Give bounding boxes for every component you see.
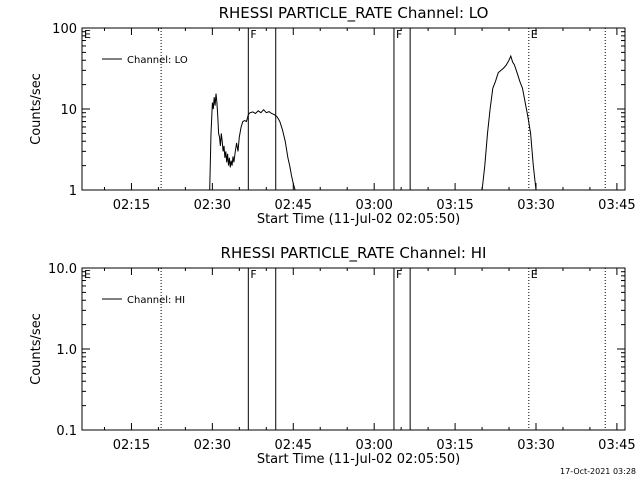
x-tick-label: 03:30: [517, 198, 554, 213]
x-axis-label: Start Time (11-Jul-02 02:05:50): [257, 212, 460, 227]
y-tick-label: 100: [52, 22, 77, 37]
y-tick-label: 10: [60, 103, 77, 118]
legend-entry: Channel: LO: [127, 55, 188, 66]
x-tick-label: 03:00: [355, 198, 392, 213]
count-rate-line-segment-1: [209, 93, 296, 190]
x-tick-label: 03:00: [355, 438, 392, 453]
y-axis-label: Counts/sec: [29, 73, 44, 145]
event-marker-label: F: [396, 28, 402, 41]
x-tick-label: 02:15: [113, 438, 150, 453]
x-tick-label: 03:45: [598, 198, 635, 213]
legend-entry: Channel: HI: [127, 295, 185, 306]
y-tick-label: 1: [69, 184, 77, 199]
event-marker-label: F: [250, 28, 256, 41]
plot-timestamp: 17-Oct-2021 03:28: [560, 467, 636, 476]
x-axis-label: Start Time (11-Jul-02 02:05:50): [257, 452, 460, 467]
count-rate-line-segment-2: [481, 54, 537, 190]
event-marker-label: E: [84, 268, 91, 281]
chart-title: RHESSI PARTICLE_RATE Channel: HI: [221, 244, 487, 263]
x-tick-label: 03:45: [598, 438, 635, 453]
chart-panel-lo: RHESSI PARTICLE_RATE Channel: LO 02:15 02:…: [29, 4, 636, 227]
y-axis-label: Counts/sec: [29, 313, 44, 385]
x-tick-label: 02:45: [275, 198, 312, 213]
x-tick-label: 02:30: [194, 438, 231, 453]
event-marker-label: E: [531, 28, 538, 41]
event-marker-label: E: [531, 268, 538, 281]
x-tick-label: 02:30: [194, 198, 231, 213]
y-tick-label: 1.0: [56, 343, 77, 358]
x-tick-label: 03:15: [436, 438, 473, 453]
plot-frame: [81, 267, 626, 431]
chart-title: RHESSI PARTICLE_RATE Channel: LO: [219, 4, 489, 23]
x-tick-label: 03:30: [517, 438, 554, 453]
event-marker-label: E: [84, 28, 91, 41]
x-tick-label: 02:15: [113, 198, 150, 213]
x-tick-label: 03:15: [436, 198, 473, 213]
event-marker-label: F: [396, 268, 402, 281]
x-tick-label: 02:45: [275, 438, 312, 453]
chart-panel-hi: RHESSI PARTICLE_RATE Channel: HI 02:15 02:…: [29, 244, 636, 467]
y-tick-label: 0.1: [56, 424, 77, 439]
plot-frame: [81, 27, 626, 191]
event-marker-label: F: [250, 268, 256, 281]
y-tick-label: 10.0: [48, 262, 77, 277]
